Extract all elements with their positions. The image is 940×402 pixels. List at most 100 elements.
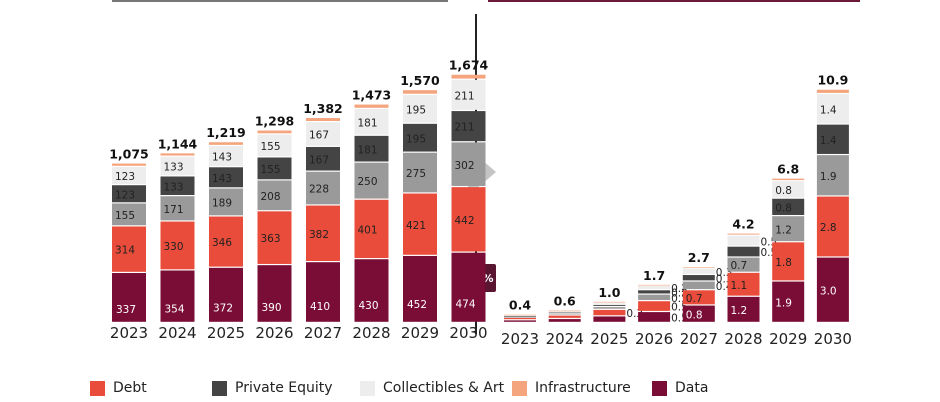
legend-label-collectibles-art: Collectibles & Art — [383, 380, 505, 396]
right-bar-2029-data — [772, 281, 805, 322]
right-bar-2030-data — [816, 257, 849, 322]
legend-label-infrastructure: Infrastructure — [535, 380, 631, 396]
right-total-label-2028: 4.2 — [732, 217, 754, 232]
right-bar-2030-private-equity — [816, 124, 849, 154]
left-segment-label-2026-data: 390 — [262, 302, 282, 314]
left-x-tick-2025: 2025 — [207, 324, 245, 342]
left-bar-2030-debt — [451, 187, 486, 252]
right-bar-2030-other — [816, 155, 849, 196]
left-x-tick-2028: 2028 — [352, 324, 390, 342]
left-x-tick-2023: 2023 — [110, 324, 148, 342]
left-bar-2024-private-equity — [160, 176, 195, 196]
left-segment-label-2023-data: 337 — [116, 304, 136, 316]
right-bar-2026-data — [638, 312, 671, 322]
right-x-tick-2029: 2029 — [769, 330, 807, 348]
left-segment-label-2027-other: 228 — [309, 184, 329, 196]
right-bar-2029-other — [772, 216, 805, 242]
legend-item-debt: Debt — [90, 380, 147, 396]
left-x-tick-2024: 2024 — [158, 324, 196, 342]
left-bar-2027-other — [306, 171, 340, 205]
left-bar-2028-debt — [354, 199, 389, 259]
left-bar-2025-debt — [209, 216, 243, 267]
left-total-label-2029: 1,570 — [400, 73, 440, 88]
right-segment-label-2028-other: 0.7 — [731, 260, 748, 272]
left-segment-label-2029-data: 452 — [407, 299, 427, 311]
left-bar-2023-other — [112, 203, 146, 226]
right-bar-2028-infrastructure — [727, 233, 760, 235]
right-bar-2028-collectibles-art — [727, 235, 760, 246]
left-bar-2026-other — [257, 180, 292, 211]
left-bar-2029-other — [403, 152, 437, 193]
left-total-label-2024: 1,144 — [158, 136, 198, 151]
right-bar-2023-other — [504, 316, 536, 318]
right-bar-2027-debt — [682, 290, 715, 305]
right-x-tick-2030: 2030 — [814, 330, 852, 348]
left-segment-label-2030-data: 474 — [456, 298, 476, 310]
left-bar-2029-private-equity — [403, 123, 437, 152]
right-total-label-2023: 0.4 — [509, 298, 531, 313]
right-segment-label-2029-debt: 1.8 — [775, 257, 792, 269]
right-segment-label-2029-private-equity: 0.8 — [775, 202, 792, 214]
left-segment-label-2025-collectibles-art: 143 — [212, 152, 232, 164]
legend-item-private-equity: Private Equity — [212, 380, 333, 396]
right-bar-2023-collectibles-art — [504, 315, 536, 316]
right-bar-2029-debt — [772, 242, 805, 281]
left-segment-label-2023-other: 155 — [115, 210, 135, 222]
left-segment-label-2030-private-equity: 211 — [455, 122, 475, 134]
right-bar-2029-private-equity — [772, 198, 805, 215]
left-bar-2029-infrastructure — [403, 90, 437, 94]
right-bar-2029-infrastructure — [772, 178, 805, 181]
left-segment-label-2028-other: 250 — [358, 176, 378, 188]
left-bar-2023-debt — [112, 226, 146, 272]
legend-label-private-equity: Private Equity — [235, 380, 333, 396]
left-segment-label-2028-private-equity: 181 — [358, 144, 378, 156]
left-x-tick-2027: 2027 — [304, 324, 342, 342]
right-bar-2023-infrastructure — [504, 314, 536, 316]
left-x-tick-2030: 2030 — [449, 324, 487, 342]
left-segment-label-2027-data: 410 — [310, 301, 330, 313]
right-segment-label-2029-other: 1.2 — [775, 224, 792, 236]
left-segment-label-2029-other: 275 — [406, 168, 426, 180]
right-bar-2025-data — [593, 316, 626, 322]
left-total-label-2023: 1,075 — [109, 147, 149, 162]
left-bar-2024-debt — [160, 221, 195, 270]
right-x-tick-2026: 2026 — [635, 330, 673, 348]
right-bar-2025-private-equity — [593, 304, 626, 306]
left-bar-2024-infrastructure — [160, 153, 195, 156]
right-x-tick-2023: 2023 — [501, 330, 539, 348]
left-total-label-2028: 1,473 — [352, 88, 392, 103]
right-total-label-2026: 1.7 — [643, 268, 665, 283]
left-segment-label-2030-other: 302 — [455, 160, 475, 172]
left-bar-2023-infrastructure — [112, 163, 146, 166]
left-segment-label-2025-data: 372 — [213, 303, 233, 315]
left-segment-label-2028-debt: 401 — [358, 224, 378, 236]
left-segment-label-2026-private-equity: 155 — [261, 164, 281, 176]
right-bar-2025-infrastructure — [593, 301, 626, 303]
legend-label-debt: Debt — [113, 380, 147, 396]
chart-legend: Debt Private Equity Collectibles & Art I… — [90, 380, 850, 402]
left-segment-label-2027-collectibles-art: 167 — [309, 130, 329, 142]
left-segment-label-2023-private-equity: 123 — [115, 189, 135, 201]
right-segment-label-2027-data: 0.8 — [686, 309, 703, 321]
left-bar-2030-private-equity — [451, 111, 486, 142]
right-chart: 0.420230.620240.31.020250.50.50.30.20.21… — [501, 73, 852, 348]
right-total-label-2029: 6.8 — [777, 162, 799, 177]
right-bar-2026-infrastructure — [638, 284, 671, 286]
right-bar-2024-private-equity — [548, 312, 581, 314]
left-segment-label-2024-data: 354 — [165, 303, 185, 315]
right-bar-2023-private-equity — [504, 316, 536, 317]
left-x-tick-2026: 2026 — [255, 324, 293, 342]
left-total-label-2025: 1,219 — [206, 125, 246, 140]
left-chart: 337 314 155 123 123 1,075 2023 354 330 171 133 133 1… — [109, 58, 488, 342]
left-bar-2024-data — [160, 270, 195, 322]
left-total-label-2027: 1,382 — [303, 101, 343, 116]
left-bar-2029-data — [403, 255, 437, 322]
right-bar-2025-other — [593, 307, 626, 309]
right-bar-2023-debt — [504, 317, 536, 320]
right-segment-label-2030-private-equity: 1.4 — [820, 135, 837, 147]
legend-label-data: Data — [675, 380, 709, 396]
right-bar-2027-other — [682, 281, 715, 290]
legend-swatch-debt — [90, 380, 105, 396]
left-segment-label-2023-debt: 314 — [115, 245, 135, 257]
right-x-tick-2027: 2027 — [680, 330, 718, 348]
